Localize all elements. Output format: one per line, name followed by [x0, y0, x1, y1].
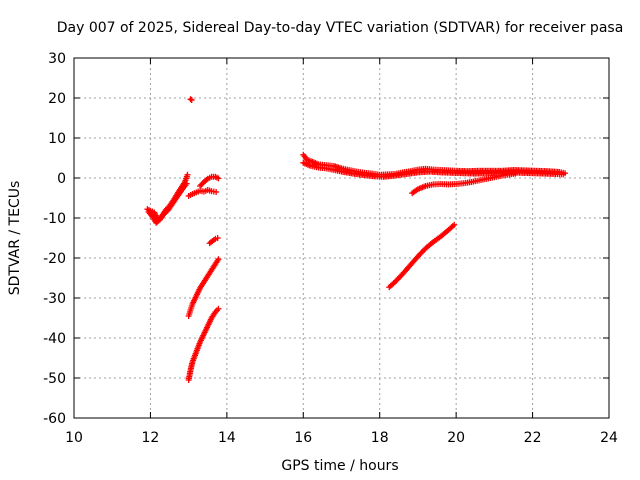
- data-point: [187, 96, 194, 103]
- y-tick-label: -40: [43, 331, 66, 347]
- y-tick-label: 10: [48, 131, 66, 147]
- chart-title: Day 007 of 2025, Sidereal Day-to-day VTE…: [57, 20, 624, 36]
- x-tick-label: 20: [447, 430, 465, 446]
- data-point: [183, 180, 190, 187]
- x-tick-label: 10: [65, 430, 83, 446]
- data-point: [214, 235, 221, 241]
- plot-frame: [73, 57, 610, 419]
- y-axis-label: SDTVAR / TECUs: [7, 181, 23, 296]
- y-tick-label: -60: [43, 411, 66, 427]
- y-tick-label: 20: [48, 91, 66, 107]
- x-tick-label: 24: [600, 430, 618, 446]
- y-tick-label: -50: [43, 371, 66, 387]
- data-point: [215, 305, 222, 312]
- data-point: [184, 171, 191, 178]
- data-point: [215, 256, 222, 263]
- axis-ticks: 10 12 14 16 18 20 22 24 30 20 10 0 -10 -20 -30 -40 -50 -6…: [43, 51, 618, 446]
- data-point: [451, 221, 458, 228]
- grid-lines: [74, 58, 609, 418]
- x-tick-label: 18: [371, 430, 389, 446]
- data-point: [188, 97, 195, 103]
- y-tick-label: -20: [43, 251, 66, 267]
- x-tick-label: 16: [294, 430, 312, 446]
- y-tick-label: 30: [48, 51, 66, 67]
- y-tick-label: -10: [43, 211, 66, 227]
- data-point: [560, 171, 567, 178]
- x-axis-label: GPS time / hours: [281, 458, 398, 474]
- y-tick-label: -30: [43, 291, 66, 307]
- data-point: [213, 189, 220, 195]
- data-points: [144, 96, 569, 383]
- data-point: [215, 175, 222, 182]
- data-point: [512, 170, 519, 177]
- data-point: [203, 176, 210, 183]
- x-tick-label: 12: [142, 430, 160, 446]
- x-tick-label: 14: [218, 430, 236, 446]
- x-tick-label: 22: [524, 430, 542, 446]
- y-tick-label: 0: [57, 171, 66, 187]
